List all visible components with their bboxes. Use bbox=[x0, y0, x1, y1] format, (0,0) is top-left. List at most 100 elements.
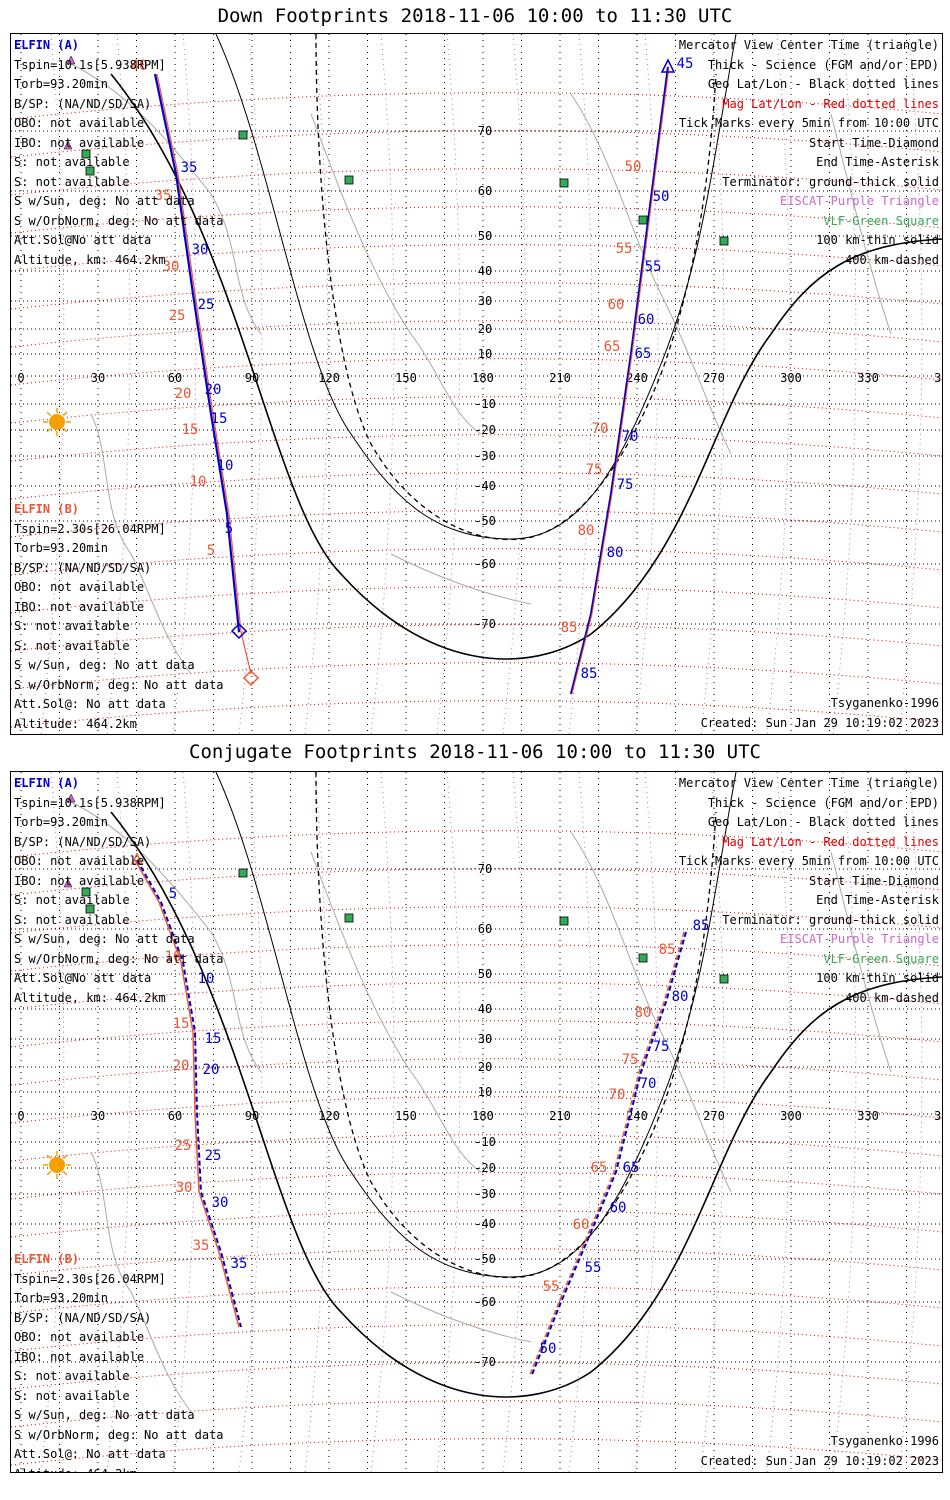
info-line: Torb=93.20min bbox=[14, 815, 108, 829]
lon-tick-label: 210 bbox=[549, 371, 571, 385]
elfin-a-tick-label: 35 bbox=[181, 160, 198, 176]
legend-down: Mercator View Center Time (triangle) Thi… bbox=[679, 36, 939, 270]
vlf-square-icon bbox=[238, 868, 248, 878]
elfin-b-track-east bbox=[528, 931, 685, 1378]
mag-lat-line bbox=[11, 1096, 942, 1124]
mag-lat-line bbox=[11, 1438, 942, 1466]
mag-lat-line bbox=[11, 510, 942, 538]
elfin-b-tick-label: 20 bbox=[175, 386, 192, 402]
coastline bbox=[830, 851, 892, 1073]
mag-lon-line bbox=[106, 772, 131, 1472]
eiscat-triangle-icon bbox=[66, 793, 76, 803]
lat-tick-label: -10 bbox=[474, 1135, 496, 1149]
lon-tick-label: 150 bbox=[395, 371, 417, 385]
info-line: S w/OrbNorm, deg: No att data bbox=[14, 1427, 224, 1442]
model-label: Tsyganenko-1996 bbox=[830, 696, 939, 710]
elfin-b-tick-label: 75 bbox=[586, 462, 603, 478]
mag-lon-line bbox=[370, 772, 395, 1472]
info-line: Altitude: 464.2km bbox=[14, 716, 137, 731]
elfin-a-tick-label: 25 bbox=[205, 1148, 222, 1164]
lat-tick-label: -30 bbox=[474, 449, 496, 463]
lat-tick-label: 30 bbox=[478, 294, 492, 308]
legend-line: Start Time-Diamond bbox=[808, 135, 939, 150]
info-line: OBO: not available bbox=[14, 1330, 145, 1344]
mag-lat-line bbox=[11, 944, 942, 972]
vlf-square-icon bbox=[719, 974, 729, 984]
mag-lat-line bbox=[11, 168, 942, 196]
mag-lon-line bbox=[832, 772, 857, 1472]
elfin-a-tick-label: 20 bbox=[205, 382, 222, 398]
sun-ray bbox=[62, 427, 68, 433]
elfin-a-header: ELFIN (A) bbox=[14, 776, 80, 790]
info-line: OBO: not available bbox=[14, 580, 145, 594]
mag-lat-line bbox=[11, 1020, 942, 1048]
mag-lon-line bbox=[700, 772, 725, 1472]
info-line: Att.Sol@: No att data bbox=[14, 697, 166, 711]
elfin-a-tick-label: 35 bbox=[231, 1256, 248, 1272]
lon-tick-label: 60 bbox=[168, 371, 182, 385]
vlf-square-icon bbox=[719, 236, 729, 246]
model-info-down: Tsyganenko-1996 Created: Sun Jan 29 10:1… bbox=[701, 694, 939, 733]
vlf-square-icon bbox=[81, 887, 91, 897]
info-line: S: not available bbox=[14, 1369, 130, 1383]
lon-tick-label: 180 bbox=[472, 1109, 494, 1123]
coastline bbox=[90, 1151, 192, 1413]
legend-line: 100 km-thin solid bbox=[816, 971, 939, 985]
info-line: IBO: not available bbox=[14, 873, 145, 888]
elfin-b-tick-label: 10 bbox=[190, 474, 207, 490]
lat-tick-label: -20 bbox=[474, 1161, 496, 1175]
elfin-a-header: ELFIN (A) bbox=[14, 38, 80, 52]
lat-tick-label: -70 bbox=[474, 1355, 496, 1369]
elfin-b-tick-label: 40 bbox=[131, 58, 148, 74]
elfin-b-tick-label: 70 bbox=[592, 421, 609, 437]
mag-lon-line bbox=[238, 34, 263, 734]
sun-icon bbox=[43, 408, 71, 436]
mag-lat-line bbox=[11, 586, 942, 614]
info-line: S: not available bbox=[14, 1388, 130, 1403]
sun-ray bbox=[62, 1170, 68, 1176]
center-triangle-icon bbox=[130, 852, 144, 865]
elfin-b-info-down: ELFIN (B) Tspin=2.30s[26.04RPM] Torb=93.… bbox=[14, 500, 224, 734]
panel-title-conjugate: Conjugate Footprints 2018-11-06 10:00 to… bbox=[189, 741, 761, 763]
elfin-b-tick-label: 55 bbox=[543, 1279, 560, 1295]
eiscat-triangle-icon bbox=[63, 878, 73, 888]
elfin-a-tick-label: 85 bbox=[581, 666, 598, 682]
vlf-square-icon bbox=[238, 130, 248, 140]
elfin-a-tick-label: 50 bbox=[540, 1341, 557, 1357]
elfin-b-tick-label: 60 bbox=[608, 297, 625, 313]
lat-tick-label: 10 bbox=[478, 347, 492, 361]
mag-lat-line bbox=[11, 1058, 942, 1086]
lon-tick-label: 210 bbox=[549, 1109, 571, 1123]
elfin-b-tick-label: 85 bbox=[561, 620, 578, 636]
model-label: Tsyganenko-1996 bbox=[830, 1434, 939, 1448]
legend-line: Mag Lat/Lon - Red dotted lines bbox=[722, 834, 939, 849]
mag-lat-line bbox=[11, 92, 942, 120]
lon-tick-label: 30 bbox=[91, 1109, 105, 1123]
sun-icon bbox=[43, 1151, 71, 1179]
vlf-square-icon bbox=[344, 913, 354, 923]
lat-tick-label: -30 bbox=[474, 1187, 496, 1201]
elfin-a-tick-label: 25 bbox=[198, 297, 215, 313]
oval-100km-line bbox=[215, 772, 737, 1278]
elfin-b-tick-label: 15 bbox=[173, 1016, 190, 1032]
lat-tick-label: 20 bbox=[478, 322, 492, 336]
mag-lon-line bbox=[304, 34, 329, 734]
elfin-b-tick-label: 25 bbox=[169, 308, 186, 324]
legend-line: Tick Marks every 5min from 10:00 UTC bbox=[678, 854, 939, 868]
elfin-b-info-conjugate: ELFIN (B) Tspin=2.30s[26.04RPM] Torb=93.… bbox=[14, 1250, 224, 1472]
lon-tick-label: 360 bbox=[934, 1109, 942, 1123]
sun-disc bbox=[49, 414, 65, 430]
lat-tick-label: 70 bbox=[478, 124, 492, 138]
info-line: IBO: not available bbox=[14, 135, 145, 150]
elfin-a-info-down: ELFIN (A) Tspin=10.1s[5.938RPM] Torb=93.… bbox=[14, 36, 224, 270]
mag-lat-line bbox=[11, 244, 942, 272]
elfin-b-tick-label: 75 bbox=[622, 1052, 639, 1068]
model-info-conjugate: Tsyganenko-1996 Created: Sun Jan 29 10:1… bbox=[701, 1432, 939, 1471]
elfin-a-tick-label: 65 bbox=[635, 346, 652, 362]
coastline bbox=[570, 831, 732, 1193]
elfin-b-tick-label: 30 bbox=[163, 259, 180, 275]
vlf-square-icon bbox=[638, 953, 648, 963]
lat-tick-label: -50 bbox=[474, 514, 496, 528]
legend-line: Terminator: ground-thick solid bbox=[722, 912, 939, 927]
info-line: IBO: not available bbox=[14, 599, 145, 614]
